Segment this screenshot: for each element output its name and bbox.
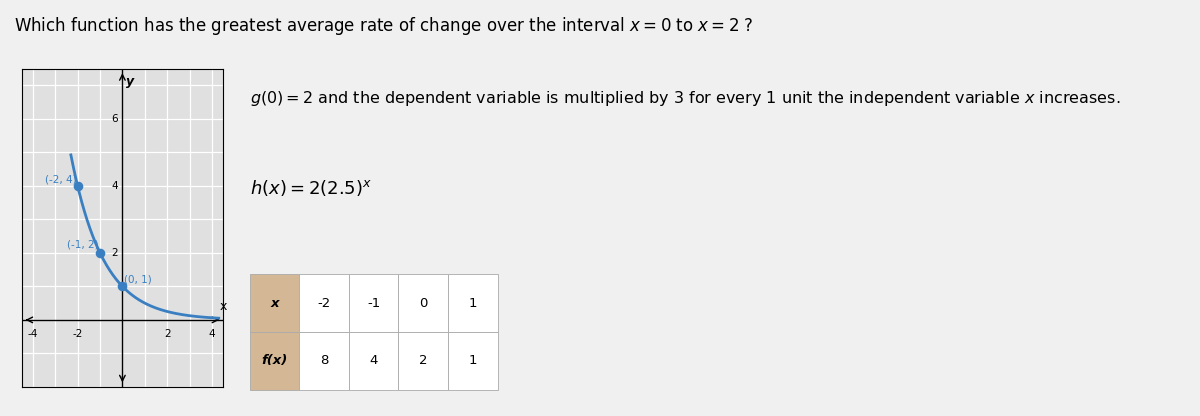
- Text: -2: -2: [72, 329, 83, 339]
- Text: 1: 1: [468, 297, 476, 310]
- Text: 4: 4: [370, 354, 378, 367]
- Bar: [398, 275, 448, 332]
- Text: y: y: [126, 75, 134, 88]
- Bar: [349, 275, 398, 332]
- Text: 1: 1: [468, 354, 476, 367]
- Text: (0, 1): (0, 1): [124, 275, 152, 285]
- Bar: [349, 332, 398, 390]
- Text: 4: 4: [209, 329, 215, 339]
- Bar: [250, 275, 299, 332]
- Text: 6: 6: [112, 114, 119, 124]
- Text: x: x: [220, 300, 227, 312]
- Text: 2: 2: [419, 354, 427, 367]
- Bar: [448, 332, 498, 390]
- Text: 2: 2: [164, 329, 170, 339]
- Bar: [299, 332, 349, 390]
- Text: 4: 4: [112, 181, 119, 191]
- Point: [68, 183, 88, 189]
- Text: $h(x) = 2(2.5)^{x}$: $h(x) = 2(2.5)^{x}$: [250, 178, 372, 198]
- Text: (-2, 4): (-2, 4): [44, 174, 77, 184]
- Text: 8: 8: [319, 354, 328, 367]
- Bar: [448, 275, 498, 332]
- Text: 0: 0: [419, 297, 427, 310]
- Point: [113, 283, 132, 290]
- Text: -4: -4: [28, 329, 38, 339]
- Text: -1: -1: [367, 297, 380, 310]
- Text: x: x: [270, 297, 278, 310]
- Bar: [250, 332, 299, 390]
- Point: [90, 250, 109, 256]
- Text: (-1, 2): (-1, 2): [67, 240, 98, 250]
- Text: 2: 2: [112, 248, 119, 258]
- Text: Which function has the greatest average rate of change over the interval $x = 0$: Which function has the greatest average …: [14, 15, 754, 37]
- Bar: [299, 275, 349, 332]
- Bar: [398, 332, 448, 390]
- Text: $g(0) = 2$ and the dependent variable is multiplied by 3 for every 1 unit the in: $g(0) = 2$ and the dependent variable is…: [250, 89, 1120, 108]
- Text: f(x): f(x): [262, 354, 288, 367]
- Text: -2: -2: [317, 297, 330, 310]
